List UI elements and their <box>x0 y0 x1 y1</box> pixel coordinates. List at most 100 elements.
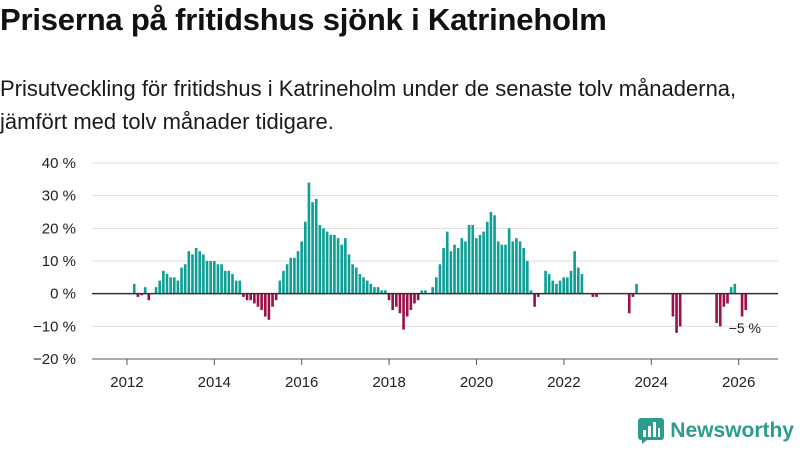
bar <box>380 290 384 294</box>
bar <box>391 293 394 310</box>
bar <box>678 293 682 327</box>
bar <box>729 287 733 294</box>
bar <box>485 221 489 294</box>
bar <box>402 293 405 330</box>
bar <box>551 280 555 294</box>
bar <box>733 283 737 294</box>
bar <box>442 247 445 294</box>
bar <box>194 247 198 294</box>
brand-logo: Newsworthy <box>638 418 794 444</box>
bar <box>529 290 533 294</box>
bar <box>307 182 311 294</box>
bar <box>562 277 566 294</box>
bar <box>740 293 744 317</box>
bar <box>726 293 729 304</box>
bar <box>416 293 420 301</box>
bar <box>263 293 267 317</box>
bar <box>176 280 180 294</box>
tick-labels: 40 % 30 % 20 % 10 % 0 % −10 % −20 % 2012 2014 201… <box>33 155 761 391</box>
bar <box>482 231 485 294</box>
bar <box>635 283 638 294</box>
y-tick-label: 30 % <box>42 188 76 205</box>
bar <box>431 287 435 294</box>
y-tick-label: −20 % <box>33 351 76 368</box>
bar <box>715 293 718 324</box>
bar <box>169 277 172 294</box>
data-label: −5 % <box>729 320 761 336</box>
bar <box>591 293 595 297</box>
bar <box>162 270 165 294</box>
bar <box>478 234 482 294</box>
bar <box>504 244 507 294</box>
bar <box>278 280 282 294</box>
y-tick-label: 20 % <box>42 220 76 237</box>
page-title: Priserna på fritidshus sjönk i Katrineho… <box>0 2 607 37</box>
bar <box>671 293 675 317</box>
bar-chart: 40 % 30 % 20 % 10 % 0 % −10 % −20 % 2012 2014 201… <box>33 155 778 391</box>
bar <box>675 293 678 333</box>
bar <box>293 257 296 294</box>
bar <box>569 270 573 294</box>
bar <box>202 254 205 294</box>
bar <box>303 221 307 294</box>
bar <box>209 261 212 294</box>
bar <box>245 293 249 301</box>
bar <box>165 274 169 294</box>
bar <box>555 283 558 294</box>
bar <box>143 287 147 294</box>
x-tick-label: 2020 <box>460 374 493 391</box>
bar <box>409 293 413 310</box>
bar <box>256 293 260 307</box>
bar <box>333 234 336 294</box>
bar <box>467 225 471 294</box>
bar <box>212 261 216 294</box>
bar <box>449 251 453 294</box>
bar <box>573 251 576 294</box>
axes <box>92 292 778 365</box>
bar <box>314 198 318 294</box>
bar <box>220 264 223 294</box>
bar <box>344 238 347 294</box>
bar <box>336 238 340 294</box>
brand-name: Newsworthy <box>670 419 794 442</box>
bar <box>595 293 598 297</box>
y-tick-label: 0 % <box>50 286 76 303</box>
bar <box>311 202 314 294</box>
bar <box>511 241 515 294</box>
bar <box>398 293 402 314</box>
bar <box>205 261 209 294</box>
bar <box>445 231 449 294</box>
bar <box>187 251 191 294</box>
bar <box>234 280 238 294</box>
bar <box>435 277 438 294</box>
bar <box>369 283 373 294</box>
bar <box>493 215 496 294</box>
bar <box>325 231 329 294</box>
bar <box>464 241 467 294</box>
bar <box>518 241 522 294</box>
bar <box>547 274 551 294</box>
bar <box>238 280 242 294</box>
bar <box>376 287 380 294</box>
bar <box>460 238 464 294</box>
bar <box>507 228 511 294</box>
bar <box>158 280 162 294</box>
bar <box>744 293 748 310</box>
bar <box>227 270 231 294</box>
bar <box>223 270 227 294</box>
bar <box>536 293 540 297</box>
bar <box>154 287 158 294</box>
bar <box>340 244 344 294</box>
x-tick-label: 2016 <box>285 374 318 391</box>
y-tick-label: 10 % <box>42 253 76 270</box>
bar <box>718 293 722 327</box>
bar <box>242 293 245 297</box>
bar <box>347 254 351 294</box>
bar <box>362 277 365 294</box>
bar <box>373 287 376 294</box>
bar <box>500 244 504 294</box>
bar <box>420 290 424 294</box>
bar <box>580 274 584 294</box>
x-tick-label: 2018 <box>372 374 405 391</box>
bar <box>405 293 409 317</box>
